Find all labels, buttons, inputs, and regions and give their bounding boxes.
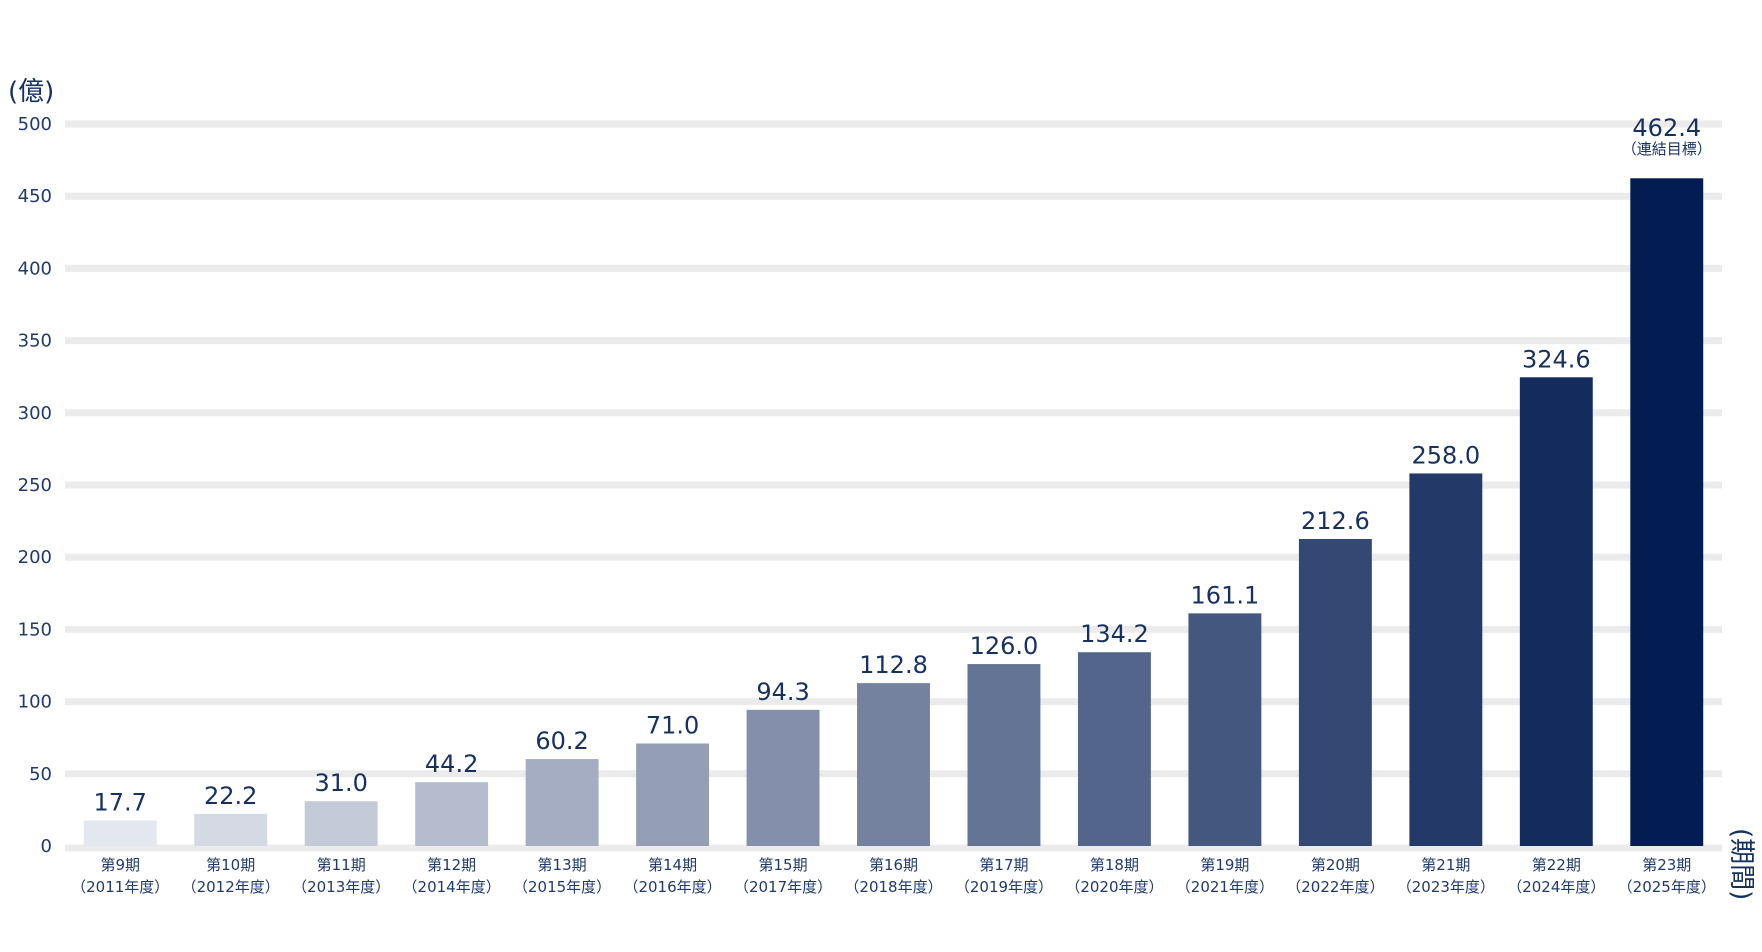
bar-value-label: 134.2 [1080, 620, 1149, 648]
bar [857, 683, 930, 846]
bar [525, 759, 599, 846]
x-tick-label: 第20期 [1311, 856, 1360, 874]
x-tick-label: 第17期 [979, 856, 1028, 874]
x-tick-label: （2025年度） [1618, 878, 1716, 896]
x-tick-label: 第14期 [648, 856, 697, 874]
bar-value-label: 126.0 [970, 632, 1039, 660]
bar-value-label: 71.0 [646, 711, 699, 739]
value-labels: 17.7 22.2 31.0 44.2 60.2 71.0 94.3 112.8 126.0 13… [94, 114, 1712, 816]
bar [1298, 539, 1372, 846]
bar [415, 782, 489, 846]
bar [1077, 652, 1151, 846]
x-tick-label: 第18期 [1090, 856, 1139, 874]
bar-value-label: 94.3 [756, 678, 809, 706]
bar [304, 801, 378, 846]
bar-value-label: 22.2 [204, 782, 257, 810]
x-tick-label: 第23期 [1642, 856, 1691, 874]
y-tick-label: 250 [18, 475, 52, 496]
x-axis-unit-label: (期間) [1726, 828, 1756, 900]
y-tick-label: 50 [29, 764, 52, 785]
x-tick-label: （2022年度） [1286, 878, 1384, 896]
bar-value-label: 31.0 [314, 769, 367, 797]
bar [967, 664, 1041, 846]
bar-value-label: 212.6 [1301, 507, 1370, 535]
x-tick-label: （2020年度） [1065, 878, 1163, 896]
target-note-label: （連結目標） [1622, 140, 1712, 158]
x-tick-label: 第9期 [100, 856, 140, 874]
x-tick-label: （2011年度） [71, 878, 169, 896]
x-tick-label: （2013年度） [292, 878, 390, 896]
y-tick-label: 500 [18, 114, 52, 135]
bar-value-label: 112.8 [859, 651, 928, 679]
x-tick-label: 第13期 [538, 856, 587, 874]
y-tick-label: 0 [41, 836, 52, 857]
x-tick-label: 第15期 [758, 856, 807, 874]
y-tick-label: 350 [18, 331, 52, 352]
bar-value-label: 324.6 [1522, 345, 1591, 373]
x-tick-label: （2014年度） [403, 878, 501, 896]
bar [194, 813, 268, 846]
y-tick-label: 100 [18, 692, 52, 713]
x-tick-label: 第11期 [317, 856, 366, 874]
x-tick-label: （2024年度） [1507, 878, 1605, 896]
bar [746, 709, 820, 846]
x-tick-label: （2018年度） [844, 878, 942, 896]
bar-value-label: 44.2 [425, 750, 478, 778]
y-tick-label: 200 [18, 547, 52, 568]
bar-value-label: 60.2 [535, 727, 588, 755]
y-tick-label: 400 [18, 258, 52, 279]
x-tick-label: （2017年度） [734, 878, 832, 896]
x-tick-label: （2019年度） [955, 878, 1053, 896]
x-tick-label: （2021年度） [1176, 878, 1274, 896]
y-tick-label: 300 [18, 403, 52, 424]
bar [1188, 613, 1262, 846]
bar-value-label: 258.0 [1411, 441, 1480, 469]
bar-value-label: 161.1 [1191, 581, 1260, 609]
bar-value-label: 17.7 [94, 788, 147, 816]
gridlines [65, 120, 1722, 852]
bar [1409, 473, 1483, 846]
bar [83, 820, 157, 846]
bar [1630, 178, 1704, 846]
bar [1519, 377, 1593, 846]
bars [83, 178, 1704, 846]
y-axis-ticks: 0 50 100 150 200 250 300 350 400 450 500 [18, 114, 52, 857]
bar [636, 743, 710, 846]
x-tick-label: （2016年度） [623, 878, 721, 896]
x-tick-label: （2012年度） [182, 878, 280, 896]
x-axis-labels: 第9期 （2011年度） 第10期 （2012年度） 第11期 （2013年度） 第12期 （… [71, 856, 1716, 896]
bar-value-label: 462.4 [1632, 114, 1701, 142]
x-tick-label: 第22期 [1532, 856, 1581, 874]
y-tick-label: 150 [18, 619, 52, 640]
x-tick-label: 第16期 [869, 856, 918, 874]
y-tick-label: 450 [18, 186, 52, 207]
y-axis-unit-label: (億) [8, 77, 54, 107]
x-tick-label: 第21期 [1421, 856, 1470, 874]
x-tick-label: （2015年度） [513, 878, 611, 896]
x-tick-label: 第10期 [206, 856, 255, 874]
x-tick-label: 第12期 [427, 856, 476, 874]
x-tick-label: （2023年度） [1397, 878, 1495, 896]
x-tick-label: 第19期 [1200, 856, 1249, 874]
